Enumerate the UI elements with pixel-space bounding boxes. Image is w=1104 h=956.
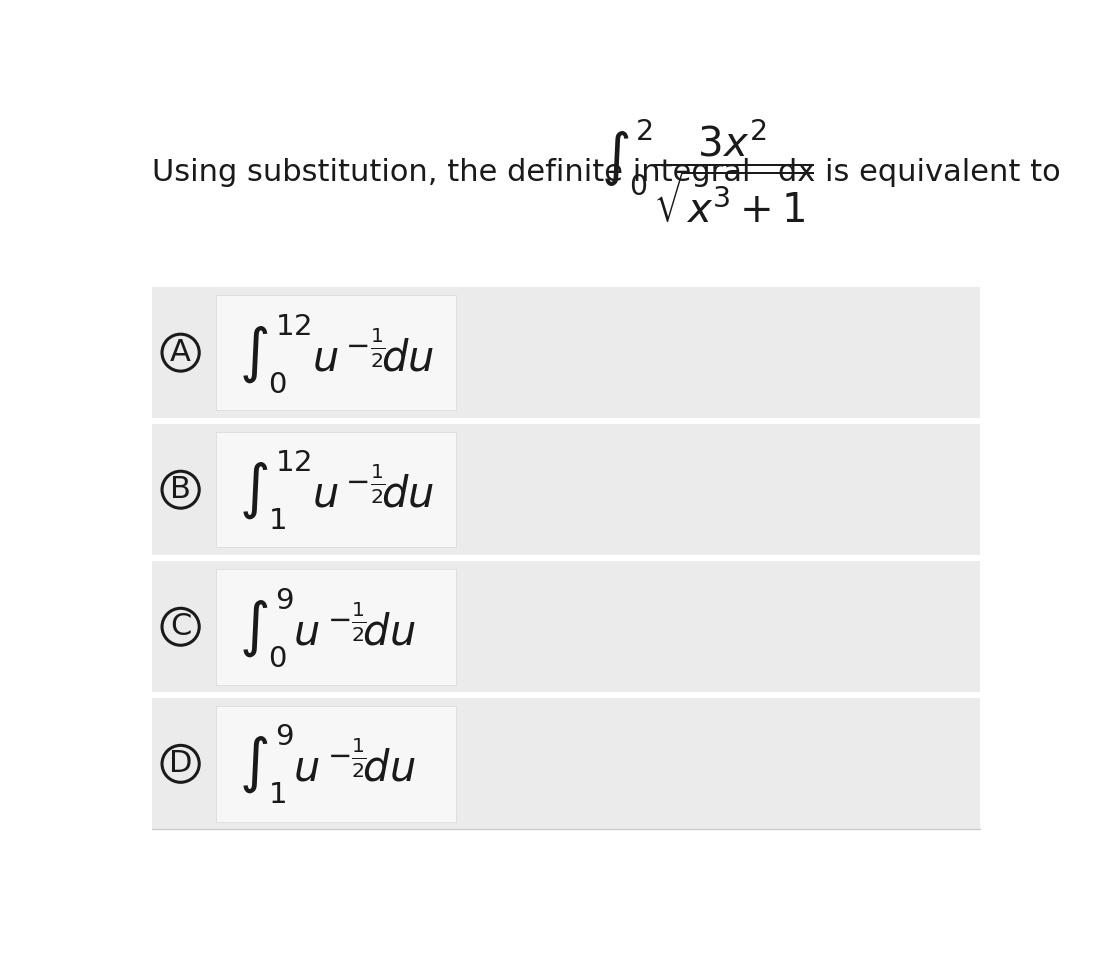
- Text: $\int_{0}^{12} u \, ^{-\frac{1}{2}} \! du$: $\int_{0}^{12} u \, ^{-\frac{1}{2}} \! d…: [238, 311, 434, 395]
- FancyBboxPatch shape: [215, 569, 456, 684]
- Text: B: B: [170, 475, 191, 504]
- FancyBboxPatch shape: [152, 561, 979, 692]
- FancyBboxPatch shape: [152, 699, 979, 829]
- Text: Using substitution, the definite integral: Using substitution, the definite integra…: [152, 158, 751, 187]
- Text: dx is equivalent to: dx is equivalent to: [778, 158, 1061, 187]
- FancyBboxPatch shape: [215, 706, 456, 821]
- Text: A: A: [170, 338, 191, 367]
- Text: $\int_{1}^{9} u \, ^{-\frac{1}{2}} \! du$: $\int_{1}^{9} u \, ^{-\frac{1}{2}} \! du…: [238, 722, 415, 806]
- FancyBboxPatch shape: [152, 424, 979, 555]
- Text: C: C: [170, 612, 191, 641]
- Text: $\int_0^2 \dfrac{3x^2}{\sqrt{x^3+1}}$: $\int_0^2 \dfrac{3x^2}{\sqrt{x^3+1}}$: [601, 117, 814, 225]
- FancyBboxPatch shape: [215, 432, 456, 548]
- FancyBboxPatch shape: [152, 287, 979, 418]
- Text: $\int_{1}^{12} u \, ^{-\frac{1}{2}} \! du$: $\int_{1}^{12} u \, ^{-\frac{1}{2}} \! d…: [238, 447, 434, 532]
- Text: D: D: [169, 750, 192, 778]
- FancyBboxPatch shape: [215, 294, 456, 410]
- Text: $\int_{0}^{9} u \, ^{-\frac{1}{2}} \! du$: $\int_{0}^{9} u \, ^{-\frac{1}{2}} \! du…: [238, 585, 415, 668]
